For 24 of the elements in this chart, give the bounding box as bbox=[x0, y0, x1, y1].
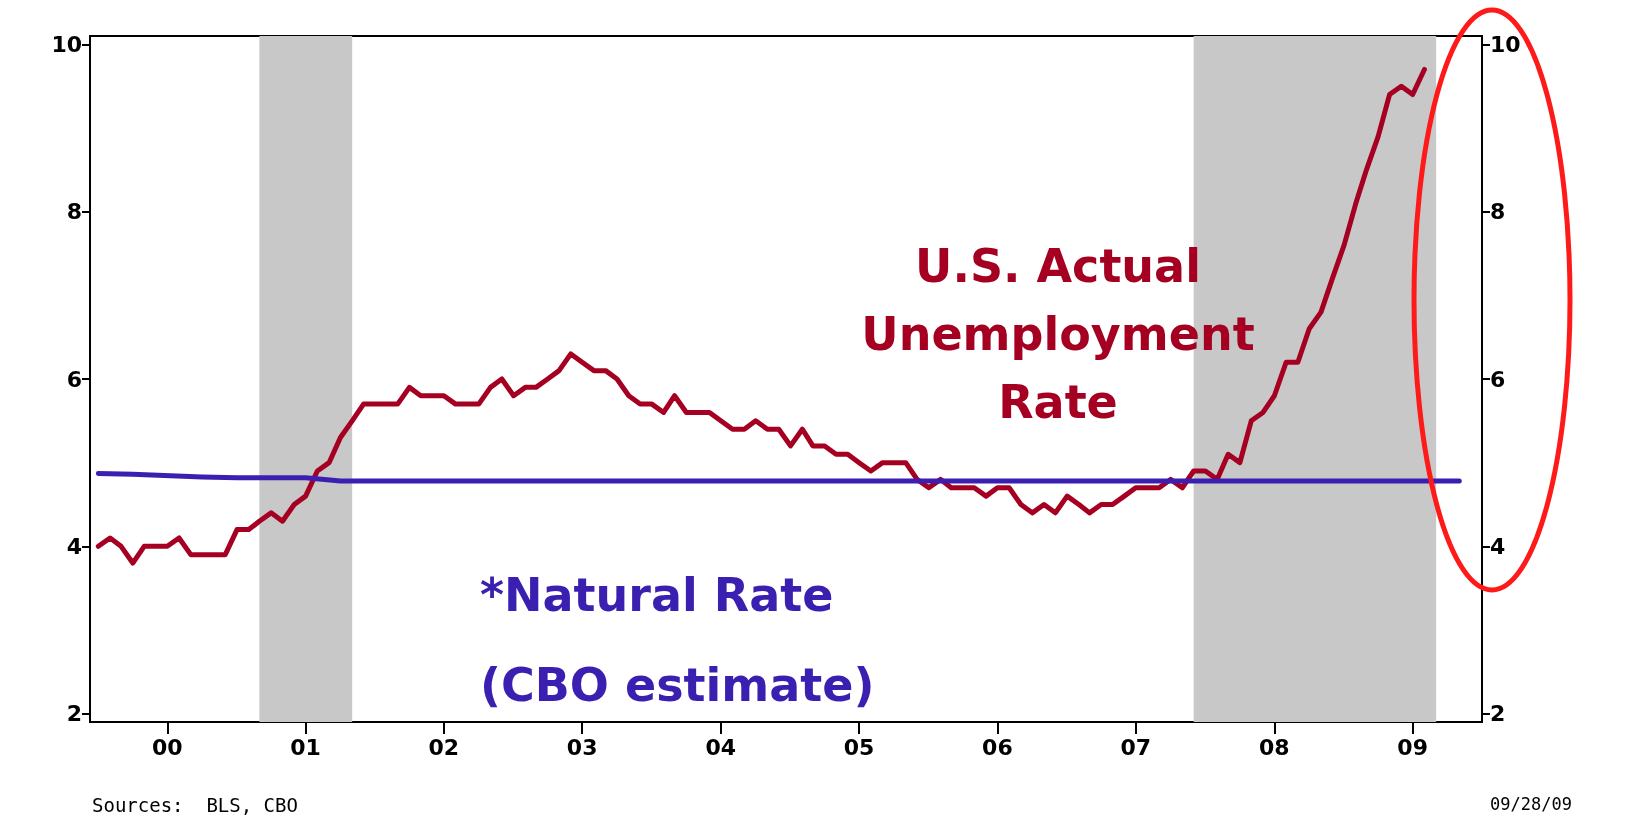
x-tick-label: 00 bbox=[151, 734, 183, 760]
text: 09/28/09 bbox=[1490, 793, 1573, 814]
y-tick-label: 2 bbox=[66, 701, 82, 727]
x-tick-label: 07 bbox=[1120, 734, 1152, 760]
y2-tick-label: 4 bbox=[1490, 533, 1506, 559]
source-note: Sources: BLS, CBO bbox=[92, 793, 298, 816]
series-label: *Natural Rate (CBO estimate) bbox=[480, 568, 875, 712]
x-tick-label: 03 bbox=[566, 734, 598, 760]
x-tick-label: 05 bbox=[843, 734, 875, 760]
y-tick-label: 6 bbox=[66, 366, 82, 392]
x-tick-label: 09 bbox=[1397, 734, 1428, 760]
y2-tick-label: 6 bbox=[1490, 366, 1506, 392]
y-tick-label: 8 bbox=[66, 199, 82, 225]
y-tick-label: 4 bbox=[66, 533, 82, 559]
y2-tick-label: 10 bbox=[1490, 31, 1521, 57]
y2-tick-label: 2 bbox=[1490, 701, 1506, 727]
x-tick-label: 01 bbox=[290, 734, 321, 760]
y2-tick-label: 8 bbox=[1490, 199, 1506, 225]
x-tick-label: 08 bbox=[1259, 734, 1290, 760]
series-label: U.S. Actual Unemployment Rate bbox=[861, 239, 1255, 429]
x-tick-label: 02 bbox=[428, 734, 460, 760]
x-tick-label: 06 bbox=[982, 734, 1013, 760]
x-tick-label: 04 bbox=[705, 734, 737, 760]
y-tick-label: 10 bbox=[51, 31, 82, 57]
